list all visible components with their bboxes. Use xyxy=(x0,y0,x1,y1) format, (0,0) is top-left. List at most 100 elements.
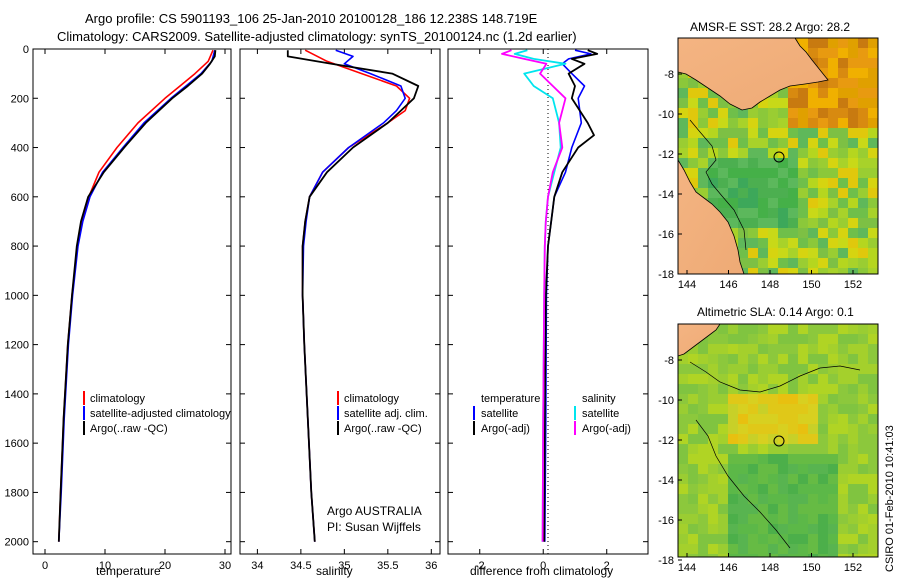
heatmap-cell xyxy=(748,394,758,404)
heatmap-cell xyxy=(688,504,698,514)
heatmap-cell xyxy=(838,344,848,354)
heatmap-cell xyxy=(738,404,748,414)
heatmap-cell xyxy=(798,534,808,544)
heatmap-cell xyxy=(778,108,788,118)
legend-header-temperature: temperature xyxy=(481,393,540,405)
heatmap-cell xyxy=(798,128,808,138)
heatmap-cell xyxy=(778,208,788,218)
heatmap-cell xyxy=(718,494,728,504)
heatmap-cell xyxy=(798,208,808,218)
heatmap-cell xyxy=(828,138,838,148)
heatmap-cell xyxy=(808,258,818,268)
heatmap-cell xyxy=(838,364,848,374)
heatmap-cell xyxy=(858,494,868,504)
heatmap-cell xyxy=(818,344,828,354)
heatmap-cell xyxy=(758,248,768,258)
heatmap-cell xyxy=(688,128,698,138)
heatmap-cell xyxy=(738,188,748,198)
heatmap-cell xyxy=(838,424,848,434)
heatmap-cell xyxy=(818,148,828,158)
heatmap-cell xyxy=(788,354,798,364)
heatmap-cell xyxy=(708,474,718,484)
heatmap-cell xyxy=(868,168,878,178)
heatmap-cell xyxy=(718,354,728,364)
heatmap-cell xyxy=(778,374,788,384)
heatmap-cell xyxy=(798,108,808,118)
heatmap-cell xyxy=(778,188,788,198)
difference-xlabel: difference from climatology xyxy=(470,564,613,578)
heatmap-cell xyxy=(818,228,828,238)
heatmap-cell xyxy=(818,208,828,218)
heatmap-cell xyxy=(698,434,708,444)
reef-outline xyxy=(689,119,747,251)
heatmap-cell xyxy=(718,198,728,208)
heatmap-cell xyxy=(688,544,698,554)
heatmap-cell xyxy=(718,158,728,168)
heatmap-cell xyxy=(728,208,738,218)
heatmap-cell xyxy=(828,48,838,58)
heatmap-cell xyxy=(768,544,778,554)
heatmap-cell xyxy=(698,414,708,424)
heatmap-cell xyxy=(748,138,758,148)
heatmap-cell xyxy=(748,218,758,228)
heatmap-cell xyxy=(858,58,868,68)
heatmap-cell xyxy=(728,108,738,118)
heatmap-cell xyxy=(688,98,698,108)
sst-map-axes: 144 146 148 150 152 -8 -10 -12 -14 -16 -18 xyxy=(658,69,862,291)
heatmap-cell xyxy=(798,258,808,268)
heatmap-cell xyxy=(808,484,818,494)
heatmap-cell xyxy=(818,78,828,88)
heatmap-cell xyxy=(868,524,878,534)
map-x-tick-label: 148 xyxy=(761,279,779,291)
heatmap-cell xyxy=(868,444,878,454)
heatmap-cell xyxy=(828,58,838,68)
heatmap-cell xyxy=(828,78,838,88)
heatmap-cell xyxy=(738,524,748,534)
heatmap-cell xyxy=(838,58,848,68)
heatmap-cell xyxy=(838,248,848,258)
heatmap-cell xyxy=(798,148,808,158)
heatmap-cell xyxy=(678,118,688,128)
heatmap-cell xyxy=(728,334,738,344)
heatmap-cell xyxy=(708,404,718,414)
heatmap-cell xyxy=(718,534,728,544)
heatmap-cell xyxy=(788,474,798,484)
heatmap-cell xyxy=(788,148,798,158)
heatmap-cell xyxy=(858,168,868,178)
heatmap-cell xyxy=(828,544,838,554)
heatmap-cell xyxy=(718,344,728,354)
temperature-legend: climatology satellite-adjusted climatolo… xyxy=(83,391,231,435)
heatmap-cell xyxy=(778,178,788,188)
heatmap-cell xyxy=(868,148,878,158)
heatmap-cell xyxy=(818,494,828,504)
heatmap-cell xyxy=(828,534,838,544)
heatmap-cell xyxy=(848,208,858,218)
heatmap-cell xyxy=(798,434,808,444)
heatmap-cell xyxy=(768,98,778,108)
heatmap-cell xyxy=(778,158,788,168)
map-x-tick-label: 150 xyxy=(802,279,820,291)
heatmap-cell xyxy=(858,404,868,414)
heatmap-cell xyxy=(708,384,718,394)
heatmap-cell xyxy=(828,404,838,414)
heatmap-cell xyxy=(838,78,848,88)
heatmap-cell xyxy=(748,504,758,514)
heatmap-cell xyxy=(738,108,748,118)
heatmap-cell xyxy=(738,484,748,494)
map-y-tick-label: -14 xyxy=(658,475,674,487)
heatmap-cell xyxy=(758,364,768,374)
heatmap-cell xyxy=(718,504,728,514)
y-tick-label: 0 xyxy=(23,44,29,56)
heatmap-cell xyxy=(738,198,748,208)
heatmap-cell xyxy=(838,554,848,557)
heatmap-cell xyxy=(728,354,738,364)
heatmap-cell xyxy=(678,434,688,444)
heatmap-cell xyxy=(808,424,818,434)
heatmap-cell xyxy=(828,324,838,334)
heatmap-cell xyxy=(848,78,858,88)
heatmap-cell xyxy=(778,198,788,208)
x-tick-label: 35 xyxy=(338,560,350,572)
heatmap-cell xyxy=(728,138,738,148)
heatmap-cell xyxy=(778,524,788,534)
heatmap-cell xyxy=(858,48,868,58)
